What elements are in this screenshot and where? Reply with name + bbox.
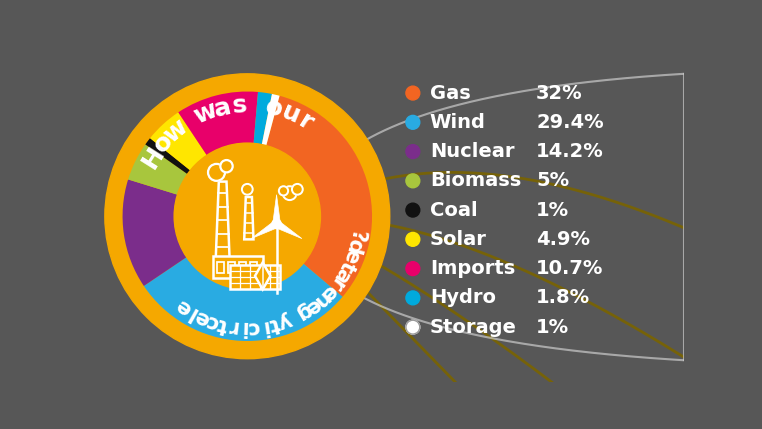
Polygon shape: [251, 221, 278, 239]
Polygon shape: [230, 265, 280, 290]
Text: e: e: [191, 306, 213, 330]
Text: r: r: [325, 274, 347, 294]
Text: y: y: [275, 309, 295, 332]
Polygon shape: [255, 263, 271, 290]
Text: Coal: Coal: [430, 201, 478, 220]
Circle shape: [406, 291, 420, 305]
Circle shape: [272, 219, 281, 229]
Wedge shape: [178, 91, 258, 155]
Circle shape: [279, 186, 288, 196]
Text: Imports: Imports: [430, 259, 515, 278]
Circle shape: [283, 186, 296, 200]
Bar: [250, 263, 257, 273]
Wedge shape: [254, 92, 272, 145]
Text: u: u: [278, 100, 303, 129]
Circle shape: [174, 143, 321, 290]
Text: i: i: [239, 317, 247, 338]
Circle shape: [406, 115, 420, 129]
Text: e: e: [316, 280, 341, 304]
Circle shape: [220, 160, 232, 172]
Text: a: a: [211, 94, 233, 121]
Text: Biomass: Biomass: [430, 171, 521, 190]
Circle shape: [406, 145, 420, 158]
Text: 10.7%: 10.7%: [536, 259, 604, 278]
Circle shape: [292, 184, 303, 195]
Circle shape: [242, 184, 253, 195]
Wedge shape: [128, 145, 187, 195]
Text: n: n: [309, 287, 334, 312]
Circle shape: [406, 174, 420, 188]
Text: c: c: [247, 317, 261, 338]
Polygon shape: [273, 195, 280, 224]
Text: 1%: 1%: [536, 201, 569, 220]
Text: o: o: [149, 129, 178, 158]
Text: 5%: 5%: [536, 171, 569, 190]
Bar: [239, 263, 246, 273]
Text: d: d: [343, 236, 366, 256]
Text: r: r: [226, 316, 239, 337]
Circle shape: [406, 320, 420, 334]
Circle shape: [406, 203, 420, 217]
Text: t: t: [215, 314, 229, 335]
Text: H: H: [137, 142, 169, 172]
Wedge shape: [123, 179, 187, 286]
Text: Nuclear: Nuclear: [430, 142, 514, 161]
Text: 1%: 1%: [536, 317, 569, 337]
Wedge shape: [146, 138, 190, 174]
Polygon shape: [216, 181, 229, 259]
Bar: [213, 256, 263, 278]
Text: 4.9%: 4.9%: [536, 230, 590, 249]
Text: Hydro: Hydro: [430, 288, 496, 308]
Text: t: t: [267, 313, 282, 335]
Text: t: t: [335, 257, 358, 275]
Text: a: a: [329, 264, 354, 286]
Text: Solar: Solar: [430, 230, 487, 249]
Text: r: r: [295, 109, 318, 136]
Text: Wind: Wind: [430, 113, 485, 132]
Text: g: g: [293, 299, 315, 324]
Text: 1.8%: 1.8%: [536, 288, 591, 308]
Bar: [217, 263, 224, 273]
Text: l: l: [184, 302, 200, 323]
Wedge shape: [262, 94, 280, 145]
Text: e: e: [172, 295, 195, 320]
Text: 14.2%: 14.2%: [536, 142, 604, 161]
Circle shape: [406, 86, 420, 100]
Circle shape: [406, 233, 420, 246]
Polygon shape: [245, 197, 254, 239]
Circle shape: [105, 74, 389, 359]
Text: Gas: Gas: [430, 84, 471, 103]
Text: 29.4%: 29.4%: [536, 113, 604, 132]
Text: Storage: Storage: [430, 317, 517, 337]
Bar: [228, 263, 235, 273]
Wedge shape: [144, 257, 343, 341]
Text: e: e: [301, 294, 325, 318]
Text: e: e: [339, 246, 363, 266]
Text: w: w: [190, 98, 221, 129]
Text: i: i: [259, 316, 270, 336]
Text: c: c: [203, 310, 221, 333]
Polygon shape: [274, 221, 302, 239]
Text: 32%: 32%: [536, 84, 583, 103]
Text: o: o: [263, 95, 286, 122]
Text: w: w: [159, 115, 193, 148]
Text: ?: ?: [346, 228, 367, 243]
Circle shape: [406, 262, 420, 275]
Text: s: s: [232, 93, 248, 118]
Circle shape: [208, 164, 225, 181]
Wedge shape: [266, 96, 372, 297]
Wedge shape: [150, 112, 207, 170]
